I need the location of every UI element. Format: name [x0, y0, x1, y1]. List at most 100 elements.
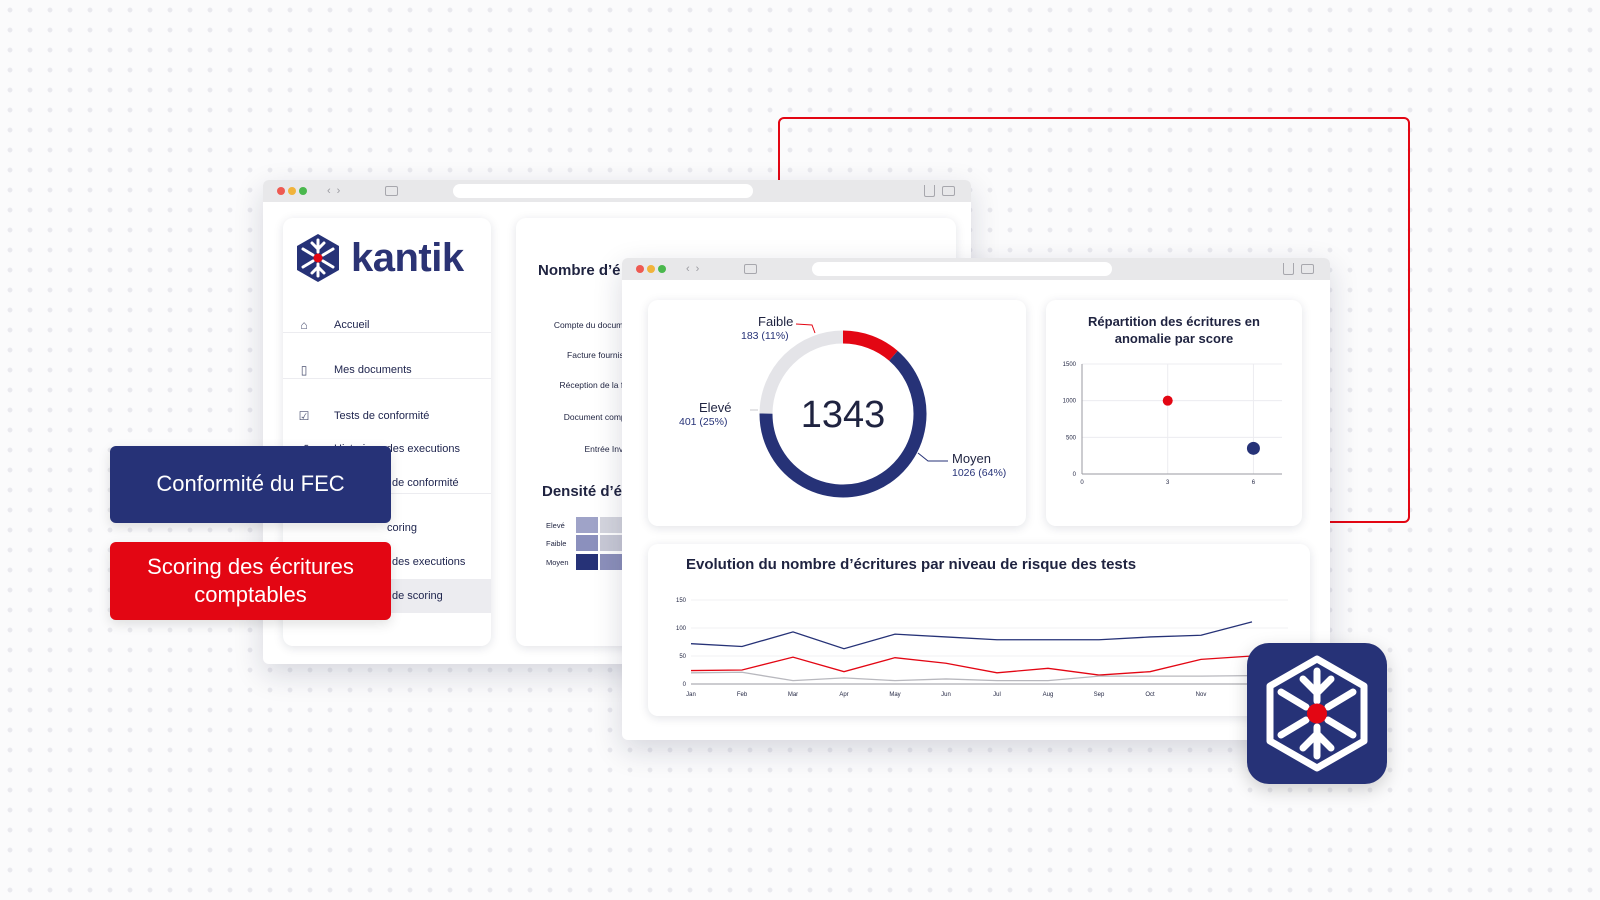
badge-label-line: comptables — [194, 582, 307, 607]
browser-toolbar: ‹› — [622, 258, 1330, 280]
badge-scoring-ecritures: Scoring des écritures comptables — [110, 542, 391, 620]
back-forward-icons[interactable]: ‹› — [327, 185, 347, 197]
density-title: Densité d’é — [542, 483, 623, 500]
sidebar-toggle-icon[interactable] — [744, 264, 757, 274]
scatter-title-line: anomalie par score — [1114, 330, 1234, 346]
nav-divider — [283, 332, 491, 333]
line-series-2[interactable] — [690, 671, 1253, 682]
donut-label-faible: Faible — [758, 314, 794, 329]
line-series-0[interactable] — [690, 621, 1253, 650]
scatter-chart-panel: Répartition des écritures en anomalie pa… — [1046, 300, 1302, 526]
line-chart-panel: Evolution du nombre d’écritures par nive… — [648, 544, 1310, 716]
x-tick-label: Oct — [1145, 692, 1155, 698]
kantik-logo-icon — [297, 234, 339, 282]
x-tick-label: Feb — [737, 692, 748, 698]
donut-label-moyen: Moyen — [952, 451, 992, 466]
y-tick-label: 50 — [679, 654, 686, 660]
density-row-label: Moyen — [546, 558, 569, 567]
donut-chart-panel: 1343 Faible 183 (11%) Moyen 1026 (64%) E… — [648, 300, 1026, 526]
close-window-button[interactable] — [636, 265, 644, 273]
scatter-chart-title: Répartition des écritures en anomalie pa… — [1046, 314, 1302, 348]
nav-divider — [283, 378, 491, 379]
tabs-icon[interactable] — [1301, 264, 1314, 274]
y-tick-label: 0 — [683, 682, 687, 688]
sidebar-toggle-icon[interactable] — [385, 186, 398, 196]
donut-segment-faible[interactable] — [842, 330, 898, 361]
doc-row-label: Document compt — [563, 412, 628, 422]
donut-label-eleve: Elevé — [699, 400, 732, 415]
nav-item-des-executions[interactable]: des executions — [283, 547, 491, 577]
back-forward-icons[interactable]: ‹› — [686, 263, 706, 275]
density-cell — [600, 535, 622, 551]
leader-line-faible — [795, 323, 816, 334]
nav-item-accueil[interactable]: ⌂ Accueil — [283, 310, 491, 340]
leader-line-moyen — [917, 452, 948, 462]
density-cell — [600, 554, 622, 570]
kantik-app-icon — [1247, 643, 1387, 784]
x-tick-label: Mar — [788, 692, 798, 698]
scatter-title-line: Répartition des écritures en — [1088, 314, 1260, 329]
scatter-chart: 0 500 1000 1500 0 3 6 — [1063, 362, 1282, 486]
scatter-point[interactable] — [1246, 441, 1260, 455]
minimize-window-button[interactable] — [288, 187, 296, 195]
x-tick-label: Aug — [1043, 692, 1054, 698]
badge-label-line: Scoring des écritures — [147, 553, 354, 579]
x-tick-label: 0 — [1080, 480, 1084, 486]
y-tick-label: 500 — [1066, 435, 1077, 441]
share-icon[interactable] — [924, 185, 935, 197]
donut-total: 1343 — [800, 394, 886, 436]
x-tick-label: Sep — [1094, 692, 1105, 698]
x-tick-label: May — [889, 692, 900, 698]
doc-row-label: Facture fourniss — [567, 350, 628, 360]
line-chart-title: Evolution du nombre d’écritures par nive… — [686, 556, 1137, 573]
nav-item-de-conformite[interactable]: de conformité — [283, 468, 491, 498]
maximize-window-button[interactable] — [299, 187, 307, 195]
doc-row-label: Réception de la fa — [559, 380, 628, 390]
donut-segment-eleve[interactable] — [759, 330, 844, 414]
density-row-label: Faible — [546, 539, 567, 548]
kantik-logo-icon — [1266, 655, 1368, 772]
donut-chart — [750, 323, 948, 498]
nav-item-label: Accueil — [334, 319, 370, 331]
nav-item-label: Mes documents — [334, 364, 412, 376]
x-tick-label: Apr — [839, 692, 848, 698]
browser-window-front: ‹› 1343 Faible 183 (11%) Moyen 1026 (64%… — [622, 258, 1330, 740]
doc-row-label: Compte du docume — [553, 320, 628, 330]
x-tick-label: 6 — [1252, 480, 1256, 486]
density-cell — [576, 535, 598, 551]
nav-item-label: coring — [387, 522, 417, 534]
x-tick-label: Nov — [1196, 692, 1207, 698]
nav-item-label: de conformité — [392, 477, 459, 489]
y-tick-label: 150 — [676, 598, 687, 604]
density-cell — [576, 554, 598, 570]
x-tick-label: Jul — [993, 692, 1001, 698]
y-tick-label: 1000 — [1063, 399, 1077, 405]
x-tick-label: 3 — [1166, 480, 1170, 486]
badge-label: Conformité du FEC — [156, 471, 345, 497]
donut-value-eleve: 401 (25%) — [679, 416, 728, 428]
address-bar[interactable] — [453, 184, 753, 198]
close-window-button[interactable] — [277, 187, 285, 195]
nav-item-mes-documents[interactable]: ▯ Mes documents — [283, 355, 491, 385]
tabs-icon[interactable] — [942, 186, 955, 196]
x-tick-label: Jun — [941, 692, 951, 698]
brand-name: kantik — [351, 235, 464, 280]
donut-value-moyen: 1026 (64%) — [952, 467, 1007, 479]
x-tick-label: Jan — [686, 692, 696, 698]
checklist-icon: ☑ — [298, 409, 310, 423]
nav-item-tests-conformite[interactable]: ☑ Tests de conformité — [283, 401, 491, 431]
line-series-1[interactable] — [690, 655, 1253, 676]
donut-segment-moyen[interactable] — [759, 350, 927, 498]
maximize-window-button[interactable] — [658, 265, 666, 273]
nav-item-coring[interactable]: coring — [283, 513, 491, 543]
scatter-point[interactable] — [1162, 395, 1173, 406]
address-bar[interactable] — [812, 262, 1112, 276]
share-icon[interactable] — [1283, 263, 1294, 275]
browser-toolbar: ‹› — [263, 180, 971, 202]
minimize-window-button[interactable] — [647, 265, 655, 273]
chart-title: Nombre d’é — [538, 262, 621, 279]
line-chart: 0 50 100 150 Jan Feb Mar Apr May Jun Jul Aug Sep Oct N… — [676, 598, 1288, 698]
y-tick-label: 1500 — [1063, 362, 1077, 368]
y-tick-label: 100 — [676, 626, 687, 632]
nav-item-label: des executions — [392, 556, 466, 568]
